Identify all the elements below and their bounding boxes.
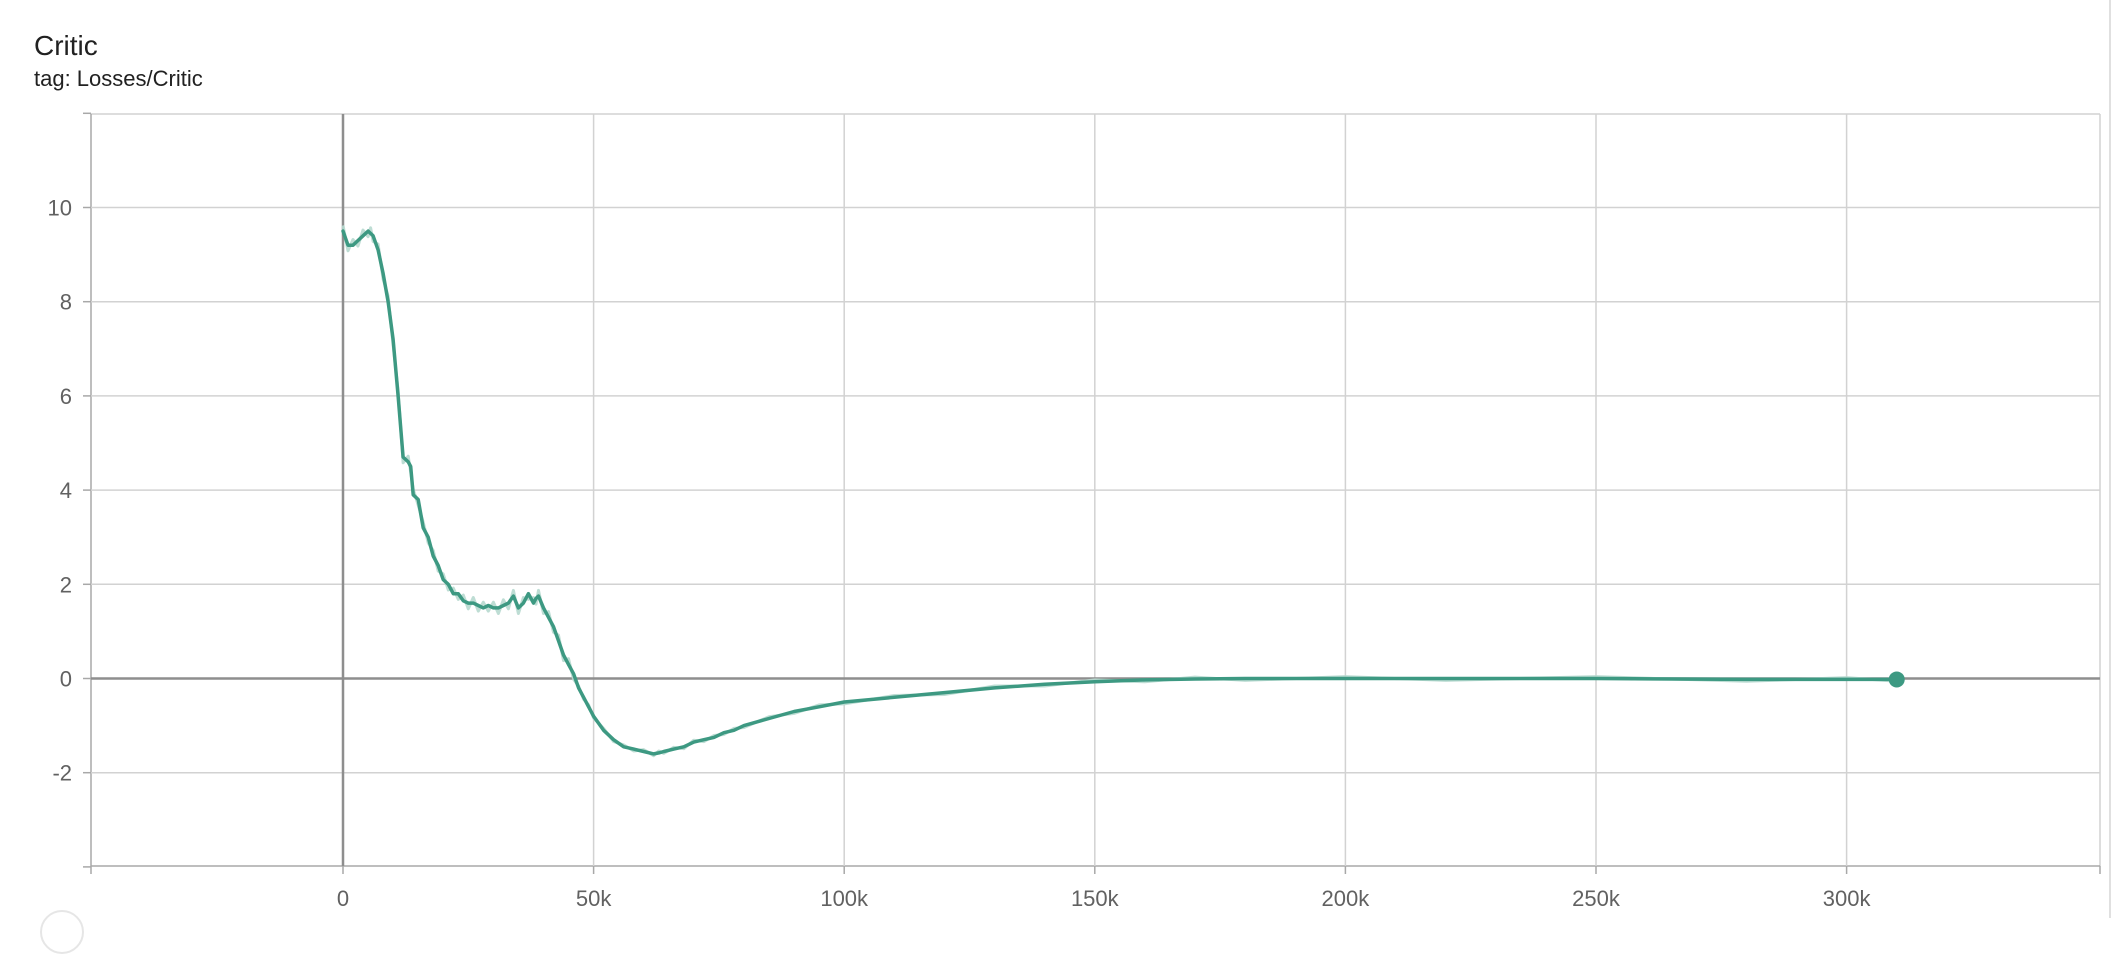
x-tick-label: 100k xyxy=(820,886,869,911)
line-chart[interactable]: 10 8 6 4 2 0 -2 0 50k 100k 150k 200k 250k 300k xyxy=(0,0,2116,918)
y-tick-label: -2 xyxy=(52,761,72,786)
x-tick-label: 0 xyxy=(337,886,349,911)
x-tick-label: 250k xyxy=(1572,886,1621,911)
y-tick-label: 4 xyxy=(60,478,72,503)
y-tick-label: 0 xyxy=(60,667,72,692)
y-tick-label: 6 xyxy=(60,384,72,409)
chart-subtitle: tag: Losses/Critic xyxy=(34,66,203,91)
x-tick-label: 150k xyxy=(1071,886,1120,911)
last-point-marker xyxy=(1888,671,1905,688)
x-tick-label: 300k xyxy=(1823,886,1872,911)
y-tick-label: 2 xyxy=(60,572,72,597)
panel-divider xyxy=(2109,0,2111,918)
series-layer xyxy=(341,225,1905,758)
y-tick-label: 8 xyxy=(60,290,72,315)
y-tick-label: 10 xyxy=(48,196,72,221)
x-tick-label: 200k xyxy=(1322,886,1371,911)
series-line xyxy=(341,229,1899,756)
x-tick-label: 50k xyxy=(576,886,612,911)
tick-labels: 10 8 6 4 2 0 -2 0 50k 100k 150k 200k 250k 300k xyxy=(48,196,1872,912)
grid-layer xyxy=(83,112,2101,874)
expand-circle-icon[interactable] xyxy=(40,910,84,954)
chart-title: Critic xyxy=(34,30,98,61)
